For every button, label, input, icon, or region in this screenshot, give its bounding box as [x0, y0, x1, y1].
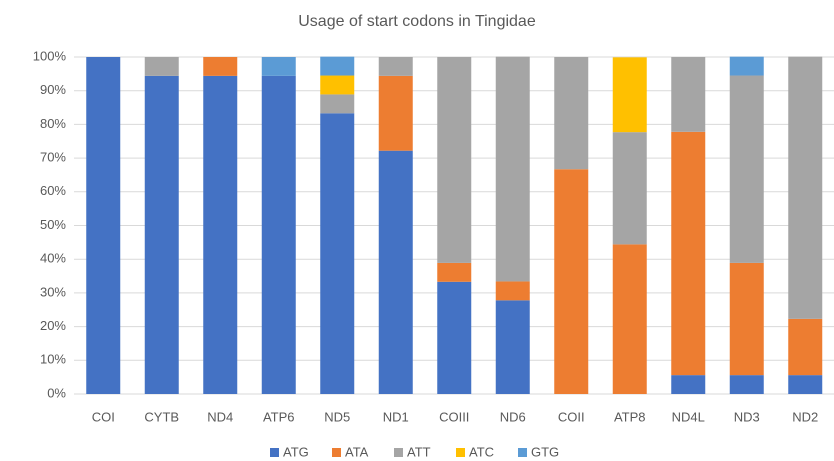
y-tick-label: 10% — [40, 352, 66, 367]
y-tick-label: 100% — [33, 48, 67, 63]
bar-segment — [320, 56, 355, 76]
legend-label: ATC — [469, 444, 494, 459]
x-tick-label: ND2 — [792, 409, 818, 424]
x-tick-label: COIII — [439, 409, 469, 424]
legend-label: GTG — [531, 444, 559, 459]
bar-segment — [378, 75, 413, 151]
bar-segment — [495, 300, 530, 394]
bar-segment — [612, 57, 647, 133]
legend-label: ATG — [283, 444, 309, 459]
bar-segment — [671, 131, 706, 376]
bar-segment — [320, 94, 355, 114]
x-tick-label: ND4 — [207, 409, 233, 424]
x-tick-label: ND5 — [324, 409, 350, 424]
x-tick-label: COI — [92, 409, 115, 424]
x-tick-label: ND1 — [383, 409, 409, 424]
bar-segment — [86, 57, 121, 394]
bar-segment — [729, 262, 764, 376]
y-tick-label: 20% — [40, 318, 66, 333]
y-tick-label: 0% — [47, 385, 66, 400]
bar-segment — [671, 375, 706, 394]
bar-segment — [495, 281, 530, 301]
bar-segment — [203, 57, 238, 76]
bar-segment — [320, 113, 355, 395]
bar-segment — [261, 57, 296, 76]
bar-segment — [729, 375, 764, 394]
legend-swatch — [456, 448, 465, 457]
x-tick-label: ND4L — [672, 409, 705, 424]
bar-segment — [437, 281, 472, 394]
y-tick-label: 70% — [40, 150, 66, 165]
bar-segment — [203, 75, 238, 394]
legend-swatch — [394, 448, 403, 457]
bar-segment — [554, 57, 589, 170]
y-tick-label: 30% — [40, 284, 66, 299]
bar-segment — [144, 75, 179, 394]
bar-segment — [378, 57, 413, 76]
x-tick-label: ND6 — [500, 409, 526, 424]
y-tick-label: 80% — [40, 116, 66, 131]
legend-swatch — [270, 448, 279, 457]
bar-segment — [437, 57, 472, 263]
bar-segment — [612, 132, 647, 245]
bar-segment — [788, 375, 823, 394]
bar-segment — [144, 57, 179, 76]
legend-swatch — [518, 448, 527, 457]
y-tick-label: 90% — [40, 82, 66, 97]
bar-segment — [788, 56, 823, 319]
x-tick-label: ND3 — [734, 409, 760, 424]
legend-label: ATT — [407, 444, 431, 459]
y-tick-label: 40% — [40, 251, 66, 266]
x-tick-label: ATP8 — [614, 409, 646, 424]
bar-segment — [437, 262, 472, 282]
bar-segment — [729, 56, 764, 76]
y-tick-label: 50% — [40, 217, 66, 232]
bar-segment — [788, 318, 823, 376]
legend-swatch — [332, 448, 341, 457]
bar-segment — [495, 56, 530, 282]
bar-segment — [729, 75, 764, 263]
bar-segment — [320, 75, 355, 95]
y-tick-label: 60% — [40, 183, 66, 198]
x-tick-label: ATP6 — [263, 409, 295, 424]
bar-segment — [261, 75, 296, 394]
x-tick-label: COII — [558, 409, 585, 424]
bar-segment — [671, 57, 706, 132]
bar-segment — [554, 169, 589, 394]
x-tick-label: CYTB — [144, 409, 179, 424]
bar-segment — [378, 150, 413, 394]
legend-label: ATA — [345, 444, 369, 459]
bar-segment — [612, 244, 647, 394]
chart-title: Usage of start codons in Tingidae — [298, 13, 536, 30]
